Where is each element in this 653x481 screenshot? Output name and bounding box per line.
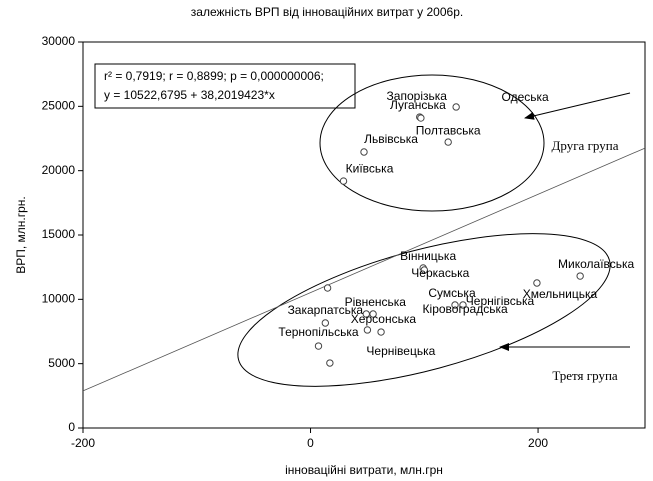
x-tick-label: 200	[528, 436, 548, 450]
point	[444, 138, 452, 146]
stats-line: y = 10522,6795 + 38,2019423*x	[104, 88, 275, 102]
group-label: Третя група	[552, 368, 618, 383]
point-label: Рівненська	[345, 295, 407, 309]
x-tick-label: 0	[307, 436, 314, 450]
point	[363, 326, 372, 334]
point-label: Тернопільська	[278, 325, 358, 339]
group-ellipse	[237, 233, 611, 387]
point	[452, 103, 460, 111]
point-label: Сумська	[428, 286, 476, 300]
y-tick-label: 25000	[42, 99, 76, 113]
point-label: Кіровоградська	[423, 302, 508, 316]
y-axis-label: ВРП, млн.грн.	[14, 196, 28, 274]
point	[326, 359, 334, 367]
point-label: Чернівецька	[366, 344, 435, 358]
point	[321, 319, 330, 327]
point	[323, 284, 332, 292]
y-tick-label: 15000	[42, 227, 76, 241]
point-label: Закарпатська	[288, 303, 364, 317]
point-label: Запорізька	[387, 89, 448, 103]
point-label: Львівська	[364, 132, 418, 146]
point	[339, 177, 348, 185]
regression-line	[82, 147, 646, 392]
point-label: Херсонська	[351, 312, 417, 326]
point	[576, 272, 584, 280]
y-tick-label: 5000	[48, 356, 75, 370]
y-tick-label: 30000	[42, 34, 76, 48]
point	[533, 279, 541, 287]
group-ellipse	[319, 74, 545, 212]
point	[459, 301, 467, 309]
arrow	[524, 92, 631, 120]
point-label: Київська	[346, 161, 394, 175]
x-tick-label: -200	[71, 436, 95, 450]
chart-title: залежність ВРП від інноваційних витрат у…	[191, 5, 463, 19]
point-label: Вінницька	[400, 249, 456, 263]
stats-line: r² = 0,7919; r = 0,8899; p = 0,000000006…	[104, 69, 324, 83]
point-label: Одеська	[502, 90, 550, 104]
point-label: Чернігівська	[466, 294, 535, 308]
y-tick-label: 20000	[42, 163, 76, 177]
point	[417, 114, 425, 122]
point	[377, 328, 385, 336]
point-label: Луганська	[390, 98, 446, 112]
point-label: Хмельницька	[523, 287, 598, 301]
point-label: Черкаська	[411, 266, 469, 280]
point	[360, 148, 368, 156]
point	[369, 310, 377, 318]
point	[451, 301, 459, 309]
stats-box	[94, 63, 356, 109]
point-label: Полтавська	[416, 123, 481, 137]
x-axis-label: інноваційні витрати, млн.грн	[285, 463, 443, 477]
point	[314, 342, 323, 350]
y-tick-label: 0	[68, 420, 75, 434]
y-tick-label: 10000	[42, 292, 76, 306]
point-label: Миколаївська	[558, 257, 635, 271]
group-label: Друга група	[552, 138, 619, 153]
point	[420, 266, 428, 274]
